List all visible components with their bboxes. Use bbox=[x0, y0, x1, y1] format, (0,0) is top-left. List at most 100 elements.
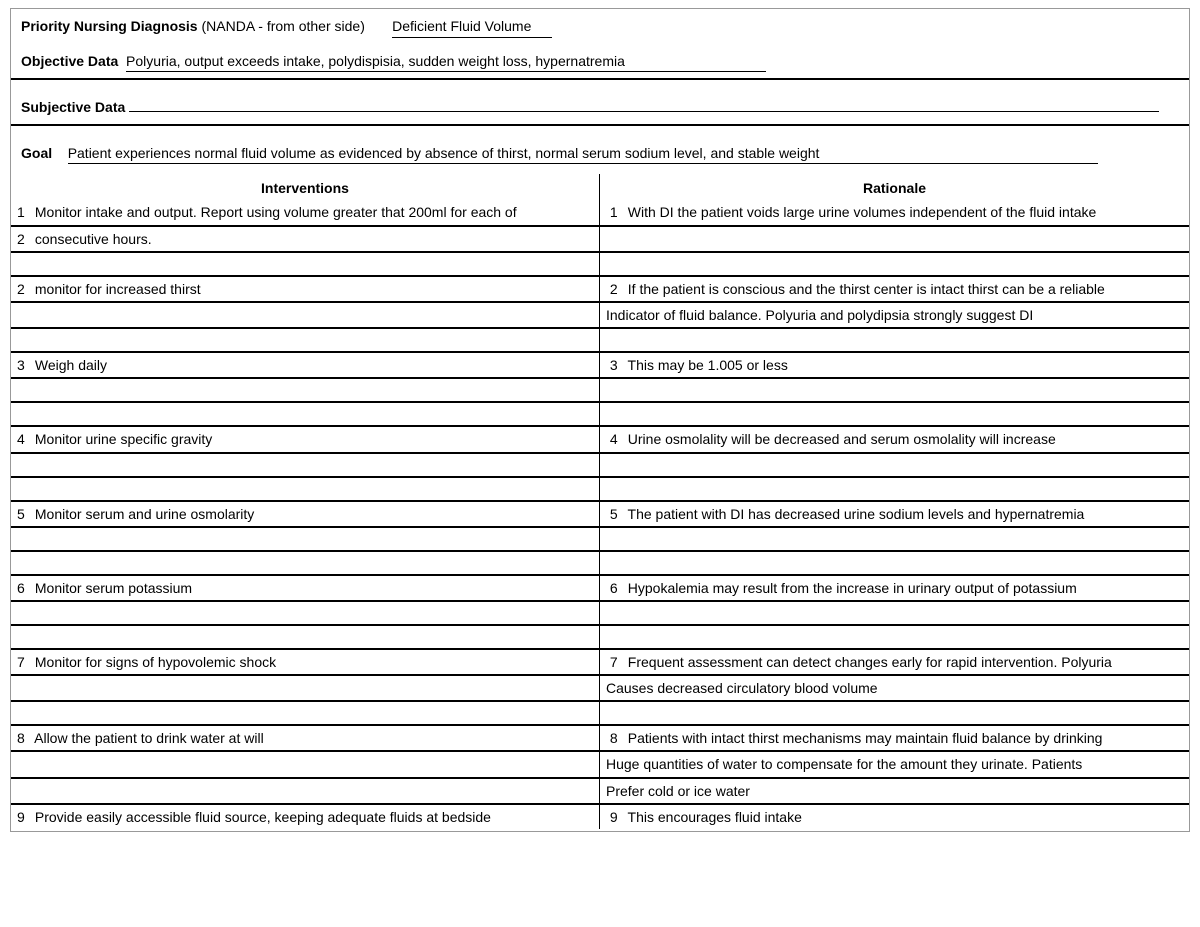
rationale-text: Patients with intact thirst mechanisms m… bbox=[628, 730, 1103, 746]
rationale-cell: 6 Hypokalemia may result from the increa… bbox=[600, 576, 1189, 600]
rationale-cell: 7 Frequent assessment can detect changes… bbox=[600, 650, 1189, 674]
rationale-cell: 5 The patient with DI has decreased urin… bbox=[600, 502, 1189, 526]
rationale-cell bbox=[600, 227, 1189, 251]
rationale-cell bbox=[600, 329, 1189, 351]
rationale-cell: Indicator of fluid balance. Polyuria and… bbox=[600, 303, 1189, 327]
intervention-cell: 2 consecutive hours. bbox=[11, 227, 600, 251]
table-row: Indicator of fluid balance. Polyuria and… bbox=[11, 303, 1189, 329]
row-number: 2 bbox=[17, 280, 31, 298]
table-row bbox=[11, 253, 1189, 277]
column-headers: Interventions Rationale bbox=[11, 174, 1189, 200]
goal-value: Patient experiences normal fluid volume … bbox=[68, 144, 1098, 165]
intervention-cell: 3 Weigh daily bbox=[11, 353, 600, 377]
rationale-text: Prefer cold or ice water bbox=[606, 783, 750, 799]
rationale-text: Indicator of fluid balance. Polyuria and… bbox=[606, 307, 1033, 323]
rationale-cell bbox=[600, 454, 1189, 476]
rationale-cell bbox=[600, 253, 1189, 275]
table-row bbox=[11, 552, 1189, 576]
rationale-cell: 9 This encourages fluid intake bbox=[600, 805, 1189, 829]
rationale-cell bbox=[600, 379, 1189, 401]
row-number: 8 bbox=[17, 729, 31, 747]
intervention-text: Monitor serum and urine osmolarity bbox=[35, 506, 254, 522]
row-number: 1 bbox=[17, 203, 31, 221]
intervention-cell: 8 Allow the patient to drink water at wi… bbox=[11, 726, 600, 750]
rationale-cell bbox=[600, 602, 1189, 624]
rationale-cell bbox=[600, 478, 1189, 500]
rationale-cell: 4 Urine osmolality will be decreased and… bbox=[600, 427, 1189, 451]
table-row: 8 Allow the patient to drink water at wi… bbox=[11, 726, 1189, 752]
row-number: 1 bbox=[610, 203, 624, 221]
intervention-cell: 2 monitor for increased thirst bbox=[11, 277, 600, 301]
rationale-cell: 3 This may be 1.005 or less bbox=[600, 353, 1189, 377]
table-row: Prefer cold or ice water bbox=[11, 779, 1189, 805]
row-number: 6 bbox=[610, 579, 624, 597]
row-number: 4 bbox=[17, 430, 31, 448]
rows-container: 1 Monitor intake and output. Report usin… bbox=[11, 200, 1189, 829]
table-row bbox=[11, 478, 1189, 502]
intervention-text: Provide easily accessible fluid source, … bbox=[35, 809, 491, 825]
diagnosis-label: Priority Nursing Diagnosis bbox=[21, 18, 198, 34]
rationale-cell bbox=[600, 702, 1189, 724]
intervention-cell bbox=[11, 329, 600, 351]
rationale-text: Frequent assessment can detect changes e… bbox=[628, 654, 1112, 670]
intervention-cell: 1 Monitor intake and output. Report usin… bbox=[11, 200, 600, 224]
row-number: 6 bbox=[17, 579, 31, 597]
intervention-cell: 4 Monitor urine specific gravity bbox=[11, 427, 600, 451]
rationale-cell: 1 With DI the patient voids large urine … bbox=[600, 200, 1189, 224]
rationale-cell: 2 If the patient is conscious and the th… bbox=[600, 277, 1189, 301]
rationale-cell bbox=[600, 528, 1189, 550]
col-interventions: Interventions bbox=[11, 174, 600, 200]
table-row bbox=[11, 702, 1189, 726]
row-number: 9 bbox=[610, 808, 624, 826]
rationale-text: Urine osmolality will be decreased and s… bbox=[628, 431, 1056, 447]
interventions-header: Interventions bbox=[11, 174, 599, 200]
header-section: Priority Nursing Diagnosis (NANDA - from… bbox=[11, 9, 1189, 78]
intervention-cell bbox=[11, 602, 600, 624]
intervention-cell bbox=[11, 454, 600, 476]
rationale-text: Hypokalemia may result from the increase… bbox=[628, 580, 1077, 596]
rationale-text: The patient with DI has decreased urine … bbox=[628, 506, 1085, 522]
subjective-value bbox=[129, 111, 1159, 112]
intervention-cell bbox=[11, 528, 600, 550]
rationale-cell: Huge quantities of water to compensate f… bbox=[600, 752, 1189, 776]
intervention-text: consecutive hours. bbox=[35, 231, 152, 247]
intervention-text: Weigh daily bbox=[35, 357, 107, 373]
intervention-text: Monitor urine specific gravity bbox=[35, 431, 212, 447]
rationale-text: This encourages fluid intake bbox=[628, 809, 802, 825]
row-number: 2 bbox=[17, 230, 31, 248]
intervention-cell bbox=[11, 403, 600, 425]
table-row: 3 Weigh daily 3 This may be 1.005 or les… bbox=[11, 353, 1189, 379]
table-row: 2 monitor for increased thirst 2 If the … bbox=[11, 277, 1189, 303]
objective-value: Polyuria, output exceeds intake, polydis… bbox=[126, 52, 766, 73]
rationale-cell: Causes decreased circulatory blood volum… bbox=[600, 676, 1189, 700]
intervention-cell bbox=[11, 626, 600, 648]
goal-label: Goal bbox=[21, 145, 52, 161]
goal-row: Goal Patient experiences normal fluid vo… bbox=[21, 144, 1179, 165]
objective-label: Objective Data bbox=[21, 53, 118, 69]
intervention-cell bbox=[11, 303, 600, 327]
intervention-cell: 6 Monitor serum potassium bbox=[11, 576, 600, 600]
table-row: 6 Monitor serum potassium 6 Hypokalemia … bbox=[11, 576, 1189, 602]
intervention-cell bbox=[11, 478, 600, 500]
row-number: 4 bbox=[610, 430, 624, 448]
intervention-cell bbox=[11, 752, 600, 776]
table-row: 4 Monitor urine specific gravity 4 Urine… bbox=[11, 427, 1189, 453]
row-number: 3 bbox=[610, 356, 624, 374]
table-row: 1 Monitor intake and output. Report usin… bbox=[11, 200, 1189, 226]
intervention-cell bbox=[11, 676, 600, 700]
intervention-cell: 5 Monitor serum and urine osmolarity bbox=[11, 502, 600, 526]
row-number: 5 bbox=[17, 505, 31, 523]
rationale-header: Rationale bbox=[600, 174, 1189, 200]
table-row: 5 Monitor serum and urine osmolarity 5 T… bbox=[11, 502, 1189, 528]
care-plan-form: Priority Nursing Diagnosis (NANDA - from… bbox=[10, 8, 1190, 832]
diagnosis-value: Deficient Fluid Volume bbox=[392, 17, 552, 38]
table-row bbox=[11, 602, 1189, 626]
row-number: 5 bbox=[610, 505, 624, 523]
subjective-section: Subjective Data bbox=[11, 80, 1189, 124]
row-number: 9 bbox=[17, 808, 31, 826]
rationale-text: With DI the patient voids large urine vo… bbox=[628, 204, 1097, 220]
row-number: 3 bbox=[17, 356, 31, 374]
rationale-cell bbox=[600, 552, 1189, 574]
intervention-text: Monitor for signs of hypovolemic shock bbox=[35, 654, 276, 670]
table-row bbox=[11, 454, 1189, 478]
